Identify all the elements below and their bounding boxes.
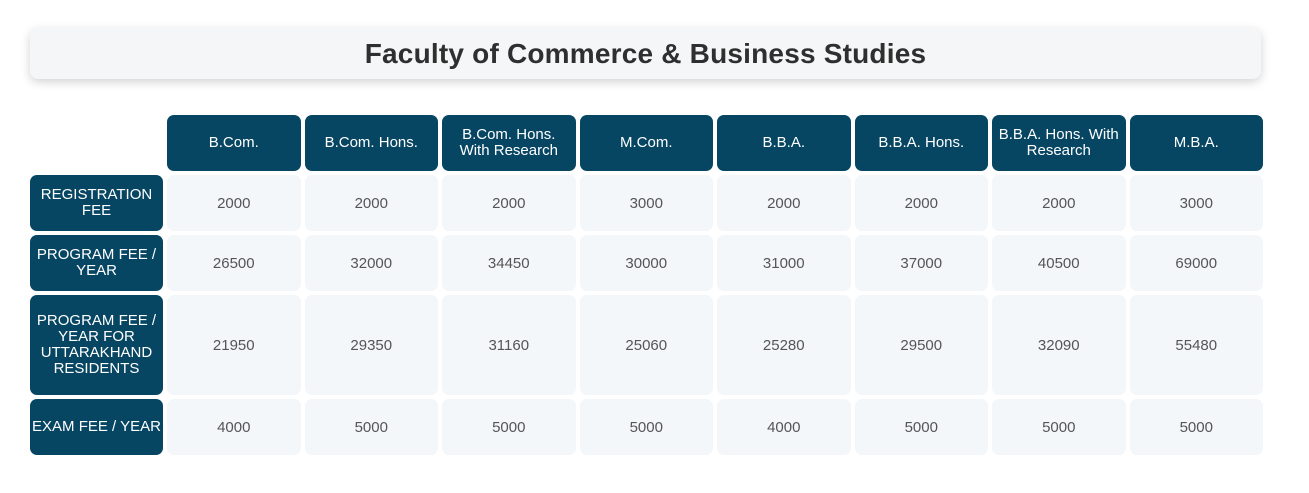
table-cell: 2000: [167, 175, 301, 231]
table-cell: 69000: [1129, 235, 1263, 291]
column-header-mba: M.B.A.: [1129, 115, 1263, 171]
column-header-mcom: M.Com.: [579, 115, 713, 171]
table-cell: 29350: [304, 295, 438, 395]
row-header-registration-fee: REGISTRATION FEE: [30, 175, 163, 231]
table-cell: 4000: [167, 399, 301, 455]
table-cell: 5000: [1129, 399, 1263, 455]
table-cell: 26500: [167, 235, 301, 291]
table-cell: 2000: [854, 175, 988, 231]
fee-table: B.Com. B.Com. Hons. B.Com. Hons. With Re…: [30, 115, 1263, 455]
table-cell: 55480: [1129, 295, 1263, 395]
page-title: Faculty of Commerce & Business Studies: [364, 37, 927, 69]
column-header-bcom: B.Com.: [167, 115, 301, 171]
table-cell: 5000: [854, 399, 988, 455]
table-cell: 31160: [442, 295, 576, 395]
column-header-bba-hons-research: B.B.A. Hons. With Research: [992, 115, 1126, 171]
column-header-bcom-hons: B.Com. Hons.: [304, 115, 438, 171]
table-cell: 2000: [717, 175, 851, 231]
table-cell: 5000: [992, 399, 1126, 455]
row-header-exam-fee: EXAM FEE / YEAR: [30, 399, 163, 455]
table-cell: 31000: [717, 235, 851, 291]
table-cell: 5000: [304, 399, 438, 455]
table-cell: 2000: [992, 175, 1126, 231]
table-cell: 25280: [717, 295, 851, 395]
table-cell: 2000: [442, 175, 576, 231]
table-cell: 34450: [442, 235, 576, 291]
table-corner: [30, 115, 163, 171]
column-header-bcom-hons-research: B.Com. Hons. With Research: [442, 115, 576, 171]
table-cell: 32000: [304, 235, 438, 291]
table-cell: 2000: [304, 175, 438, 231]
table-cell: 21950: [167, 295, 301, 395]
row-header-program-fee-uttarakhand: PROGRAM FEE / YEAR FOR UTTARAKHAND RESID…: [30, 295, 163, 395]
table-cell: 25060: [579, 295, 713, 395]
table-cell: 29500: [854, 295, 988, 395]
table-cell: 4000: [717, 399, 851, 455]
table-cell: 37000: [854, 235, 988, 291]
table-cell: 30000: [579, 235, 713, 291]
row-header-program-fee: PROGRAM FEE / YEAR: [30, 235, 163, 291]
table-cell: 5000: [579, 399, 713, 455]
column-header-bba: B.B.A.: [717, 115, 851, 171]
table-cell: 3000: [579, 175, 713, 231]
page-title-bar: Faculty of Commerce & Business Studies: [30, 28, 1261, 79]
table-cell: 40500: [992, 235, 1126, 291]
table-cell: 3000: [1129, 175, 1263, 231]
table-cell: 32090: [992, 295, 1126, 395]
column-header-bba-hons: B.B.A. Hons.: [854, 115, 988, 171]
table-cell: 5000: [442, 399, 576, 455]
